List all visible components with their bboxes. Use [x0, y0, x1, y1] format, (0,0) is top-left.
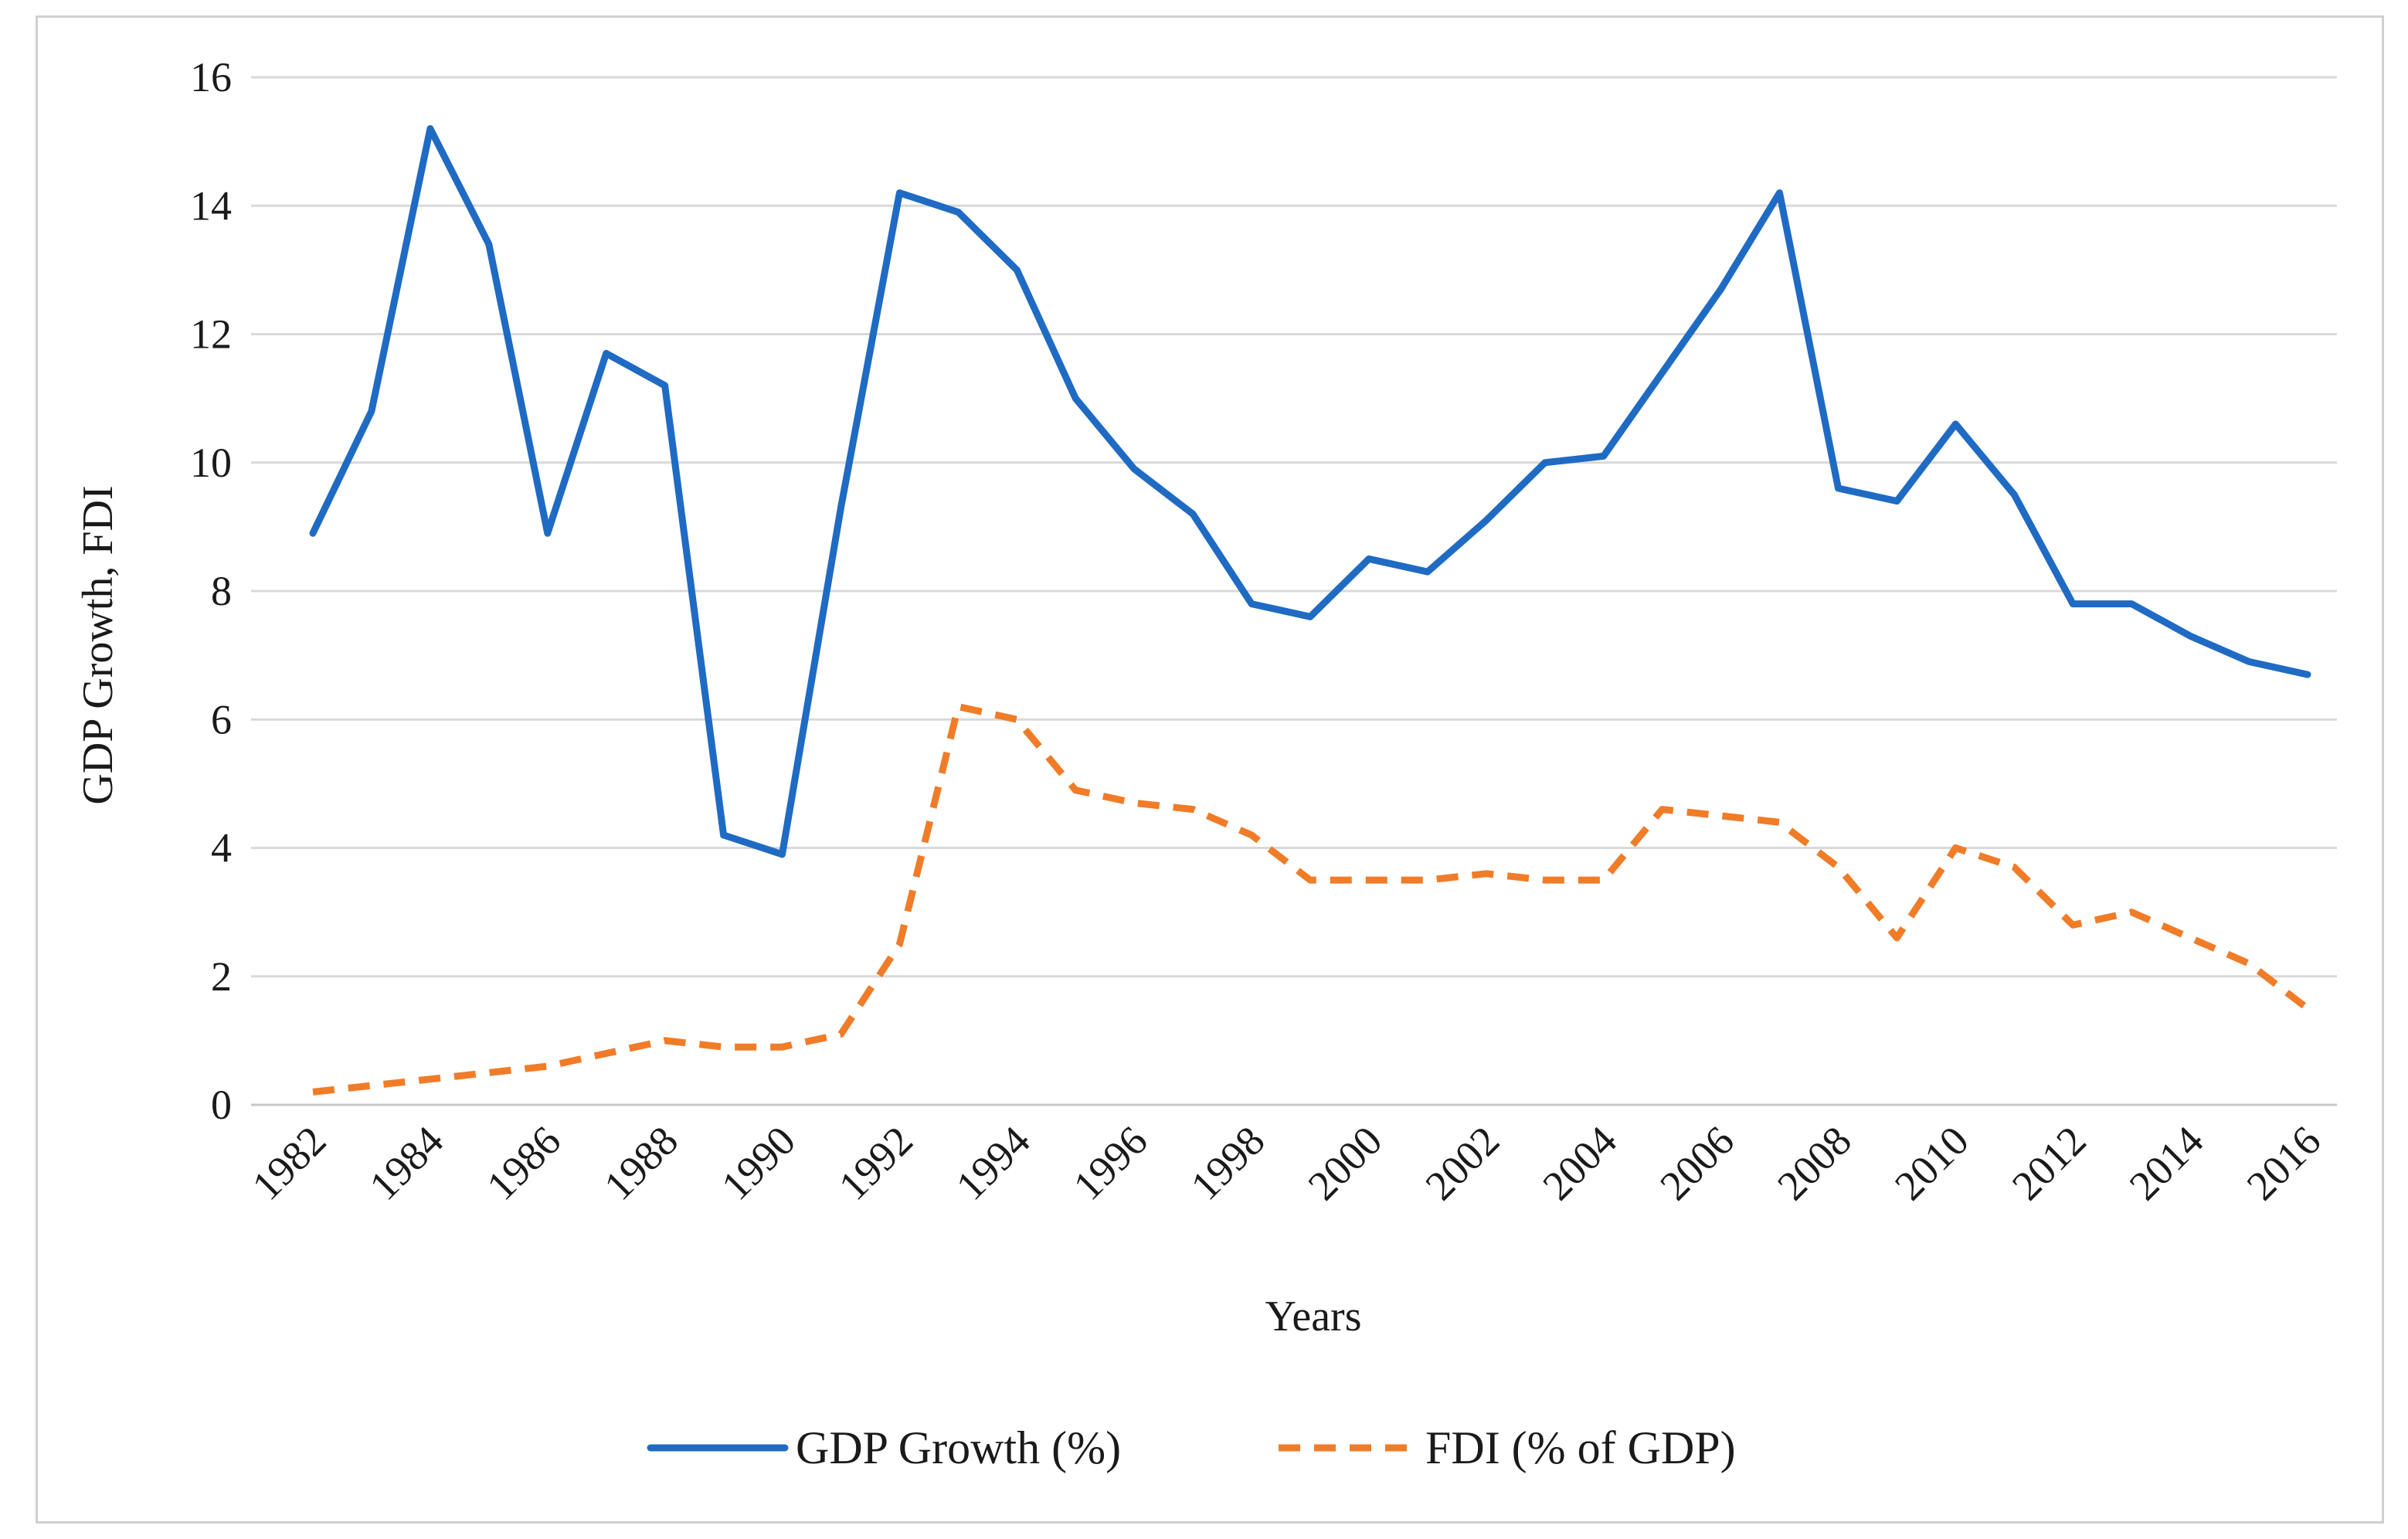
- x-tick-label: 1998: [1182, 1117, 1274, 1209]
- y-tick-label: 0: [211, 1082, 232, 1128]
- y-tick-label: 6: [211, 696, 232, 742]
- series-line-fdi: [312, 703, 2310, 1096]
- y-tick-label: 16: [190, 54, 232, 100]
- legend-label-gdp-growth: GDP Growth (%): [796, 1422, 1121, 1473]
- chart-frame: [36, 15, 2384, 1524]
- y-tick-label: 12: [190, 311, 232, 358]
- legend: GDP Growth (%) FDI (% of GDP): [647, 1422, 1736, 1473]
- series-lines: [309, 125, 2311, 1096]
- x-tick-label: 1988: [595, 1117, 687, 1209]
- x-axis-title: Years: [1265, 1293, 1362, 1340]
- y-tick-label: 10: [190, 440, 232, 486]
- x-tick-label: 2014: [2121, 1117, 2213, 1209]
- x-tick-label: 2002: [1417, 1117, 1509, 1209]
- x-tick-label: 1986: [477, 1117, 569, 1209]
- x-tick-label: 1984: [361, 1117, 453, 1209]
- x-tick-label: 1990: [712, 1117, 804, 1209]
- y-tick-label: 4: [211, 825, 232, 871]
- series-line-gdp-growth: [309, 125, 2311, 858]
- x-tick-label: 1982: [243, 1117, 335, 1209]
- x-tick-label: 2006: [1651, 1117, 1743, 1209]
- y-tick-label: 8: [211, 568, 232, 614]
- y-tick-label: 14: [190, 182, 232, 229]
- x-tick-label: 2012: [2003, 1117, 2095, 1209]
- x-tick-label: 1994: [947, 1117, 1039, 1209]
- y-axis-ticks: 0 2 4 6 8 10 12 14 16: [190, 54, 232, 1128]
- gridlines: [251, 76, 2337, 1106]
- x-tick-label: 2004: [1533, 1117, 1625, 1209]
- x-tick-label: 1996: [1065, 1117, 1156, 1209]
- x-tick-label: 2008: [1768, 1117, 1860, 1209]
- x-tick-label: 2010: [1886, 1117, 1978, 1209]
- x-tick-label: 1992: [830, 1117, 922, 1209]
- x-tick-label: 2016: [2238, 1117, 2330, 1209]
- y-tick-label: 2: [211, 953, 232, 1000]
- x-axis-ticks: 1982 1984 1986 1988 1990 1992 1994 1996 1998 2000…: [243, 1117, 2330, 1209]
- legend-label-fdi: FDI (% of GDP): [1425, 1422, 1736, 1473]
- y-axis-title: GDP Growth, FDI: [74, 485, 122, 804]
- x-tick-label: 2000: [1299, 1117, 1391, 1209]
